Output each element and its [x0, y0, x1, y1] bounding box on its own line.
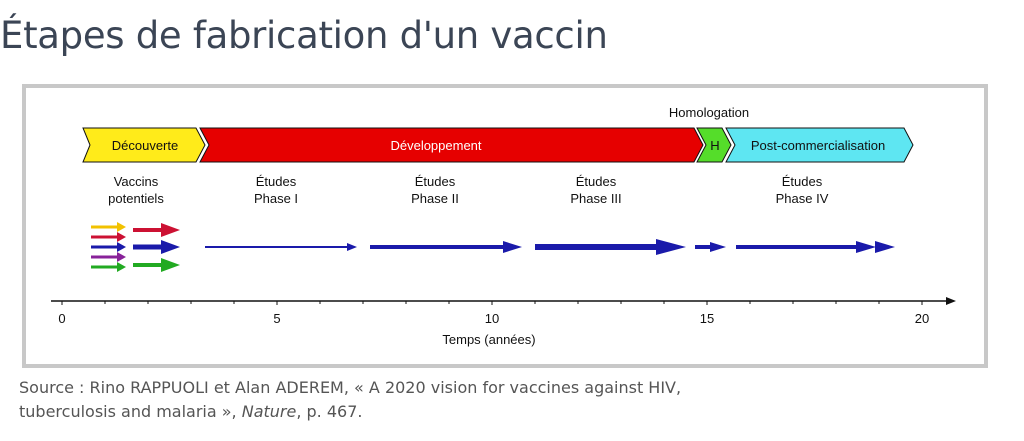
phase-label-3-line2: Phase III — [570, 191, 621, 206]
homologation-label: Homologation — [669, 105, 749, 120]
caption-journal: Nature — [241, 402, 297, 421]
candidate-arrows — [91, 222, 126, 272]
phase-arrows — [205, 239, 895, 255]
phase-label-2-line2: Phase II — [411, 191, 459, 206]
caption-line-2: tuberculosis and malaria », Nature, p. 4… — [19, 400, 681, 424]
vaccine-timeline-figure: Homologation Découverte Développement H … — [22, 84, 988, 368]
caption-line-1: Source : Rino RAPPUOLI et Alan ADEREM, «… — [19, 378, 682, 397]
phase-label-1-line1: Études — [256, 174, 297, 189]
axis-tick-5: 5 — [273, 311, 280, 326]
figure-caption: Source : Rino RAPPUOLI et Alan ADEREM, «… — [19, 376, 681, 424]
band-decouverte-label: Découverte — [112, 138, 178, 153]
band-decouverte — [82, 127, 206, 163]
axis-tick-20: 20 — [915, 311, 929, 326]
axis-tick-10: 10 — [485, 311, 499, 326]
axis-tick-0: 0 — [58, 311, 65, 326]
band-homologation — [696, 127, 732, 163]
axis-tick-15: 15 — [700, 311, 714, 326]
phase-label-0-line1: Vaccins — [114, 174, 159, 189]
phase-label-1-line2: Phase I — [254, 191, 298, 206]
band-post-commercialisation-label: Post-commercialisation — [751, 138, 885, 153]
band-developpement-label: Développement — [390, 138, 481, 153]
selected-arrows — [133, 223, 180, 272]
phase-label-3-line1: Études — [576, 174, 617, 189]
time-axis: 0 5 10 15 20 Temps (années) — [51, 297, 956, 347]
phase-label-0-line2: potentiels — [108, 191, 164, 206]
axis-label: Temps (années) — [442, 332, 535, 347]
phase-label-4-line2: Phase IV — [776, 191, 829, 206]
phase-label-4-line1: Études — [782, 174, 823, 189]
band-homologation-label: H — [710, 138, 719, 153]
caption-page-ref: , p. 467. — [296, 402, 363, 421]
band-post-commercialisation — [725, 127, 914, 163]
band-developpement — [199, 127, 704, 163]
caption-line-2-text: tuberculosis and malaria », — [19, 402, 242, 421]
phase-label-2-line1: Études — [415, 174, 456, 189]
page-title: Étapes de fabrication d'un vaccin — [0, 14, 608, 57]
